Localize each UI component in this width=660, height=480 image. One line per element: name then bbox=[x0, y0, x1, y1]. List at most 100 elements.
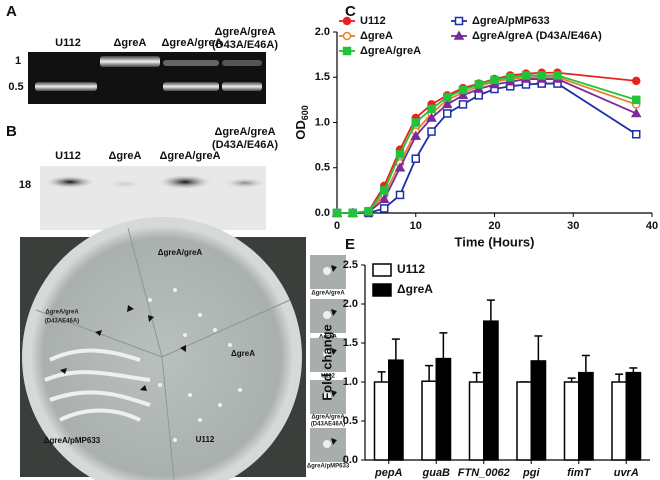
bar bbox=[388, 359, 404, 461]
y-tick-label: 0.5 bbox=[343, 415, 358, 427]
marker bbox=[426, 112, 437, 122]
panel-label: E bbox=[345, 236, 355, 253]
size-marker: 1 bbox=[15, 55, 21, 67]
y-tick-label: 1.0 bbox=[343, 376, 358, 388]
marker bbox=[537, 71, 546, 80]
inset-label: U112 bbox=[321, 374, 336, 380]
x-axis-label: Time (Hours) bbox=[455, 234, 535, 249]
bar bbox=[373, 381, 390, 461]
marker bbox=[630, 107, 642, 118]
arrowhead bbox=[331, 438, 337, 445]
lane-label: ΔgreA/greA bbox=[214, 126, 275, 138]
bar bbox=[578, 371, 594, 461]
bar bbox=[483, 320, 499, 461]
y-tick-label: 0.5 bbox=[315, 162, 330, 174]
colony bbox=[213, 328, 217, 332]
x-tick-label: pepA bbox=[374, 467, 403, 479]
series-line bbox=[337, 78, 637, 214]
colony bbox=[238, 388, 242, 392]
colony bbox=[183, 333, 187, 337]
panel-label: B bbox=[6, 123, 17, 140]
bar bbox=[421, 380, 437, 461]
marker bbox=[443, 92, 452, 102]
marker bbox=[378, 193, 390, 204]
plate-label: ΔgreA bbox=[231, 349, 255, 358]
lane-label: (D43A/E46A) bbox=[212, 139, 278, 151]
x-tick-label: 40 bbox=[646, 220, 658, 232]
marker bbox=[411, 154, 420, 163]
legend-swatch bbox=[372, 283, 392, 297]
inset-label: ΔgreA/greA bbox=[311, 415, 345, 421]
marker bbox=[380, 186, 389, 195]
lane-label: U112 bbox=[55, 150, 81, 162]
marker bbox=[453, 30, 465, 40]
series-line bbox=[337, 82, 637, 214]
plate-label: U112 bbox=[196, 435, 215, 444]
marker bbox=[380, 204, 389, 213]
colony bbox=[188, 393, 192, 397]
arrowhead bbox=[331, 348, 337, 355]
y-tick-label: 0.0 bbox=[343, 454, 358, 466]
marker bbox=[342, 16, 352, 26]
lane-label: (D43A/E46A) bbox=[212, 39, 278, 51]
marker bbox=[342, 31, 352, 41]
inset-label: ΔgreA/greA bbox=[311, 291, 345, 297]
bar bbox=[625, 371, 642, 461]
marker bbox=[632, 130, 641, 139]
series-line bbox=[337, 71, 637, 214]
colony bbox=[323, 350, 331, 358]
arrowhead bbox=[148, 315, 154, 322]
x-tick-label: 20 bbox=[488, 220, 500, 232]
series-line bbox=[337, 76, 637, 214]
x-tick-label: 10 bbox=[410, 220, 422, 232]
y-tick-label: 2.0 bbox=[315, 26, 330, 38]
marker bbox=[443, 109, 452, 118]
lane-label: ΔgreA bbox=[114, 37, 147, 49]
legend-label: ΔgreA bbox=[397, 282, 433, 296]
marker bbox=[411, 118, 420, 127]
colony bbox=[228, 343, 232, 347]
inset-label: (D43AE46A) bbox=[311, 422, 345, 428]
marker bbox=[474, 91, 483, 100]
gel-band bbox=[222, 60, 262, 66]
plate bbox=[30, 225, 294, 480]
plate-label: (D43AE46A) bbox=[45, 319, 79, 325]
gel-band bbox=[163, 82, 219, 91]
arrowhead bbox=[140, 385, 147, 391]
y-tick-label: 1.5 bbox=[343, 337, 358, 349]
blot-band bbox=[46, 176, 94, 188]
marker bbox=[458, 85, 468, 95]
marker bbox=[348, 208, 357, 218]
arrowhead bbox=[331, 309, 337, 316]
x-tick-label: fimT bbox=[567, 467, 592, 479]
x-tick-label: uvrA bbox=[614, 467, 639, 479]
y-tick-label: 2.0 bbox=[343, 298, 358, 310]
bar bbox=[468, 381, 485, 461]
marker bbox=[553, 71, 562, 80]
x-tick-label: 30 bbox=[567, 220, 579, 232]
marker bbox=[394, 162, 406, 172]
y-axis-label: OD600 bbox=[293, 105, 310, 140]
marker bbox=[454, 16, 464, 26]
colony bbox=[323, 392, 331, 400]
colonies bbox=[148, 288, 242, 442]
marker bbox=[410, 130, 422, 140]
colony bbox=[218, 403, 222, 407]
legend-label: ΔgreA/greA bbox=[360, 45, 421, 57]
colony bbox=[323, 267, 331, 275]
marker bbox=[395, 149, 405, 159]
legend-label: U112 bbox=[360, 15, 386, 27]
streak bbox=[44, 348, 151, 422]
arrowhead bbox=[331, 265, 337, 272]
size-marker: 18 bbox=[19, 179, 31, 191]
bar bbox=[530, 360, 547, 461]
marker bbox=[364, 206, 373, 216]
marker bbox=[490, 75, 499, 85]
bar bbox=[516, 381, 532, 461]
bar bbox=[563, 381, 580, 461]
plate-label: ΔgreA/pMP633 bbox=[44, 436, 101, 445]
marker bbox=[474, 80, 483, 89]
y-tick-label: 2.5 bbox=[343, 259, 358, 271]
marker bbox=[427, 127, 436, 136]
